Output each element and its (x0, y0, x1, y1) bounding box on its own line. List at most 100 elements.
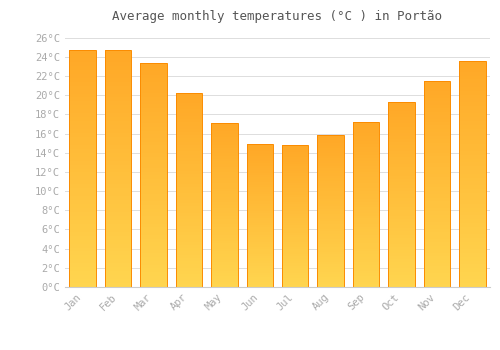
Bar (353, 139, 380, 141)
Bar (105, 86, 132, 90)
Bar (246, 263, 273, 266)
Bar (105, 275, 132, 279)
Bar (70, 74, 96, 78)
Bar (282, 225, 308, 228)
Bar (211, 240, 238, 243)
Bar (211, 219, 238, 222)
Bar (176, 184, 202, 187)
Bar (318, 262, 344, 264)
Bar (246, 213, 273, 216)
Bar (318, 168, 344, 171)
Bar (246, 158, 273, 161)
Bar (282, 244, 308, 247)
Bar (140, 153, 167, 156)
Bar (424, 156, 450, 160)
Bar (211, 232, 238, 235)
Bar (176, 216, 202, 219)
Bar (424, 266, 450, 270)
Bar (70, 220, 96, 224)
Bar (140, 224, 167, 228)
Bar (388, 201, 414, 204)
Bar (459, 253, 485, 257)
Bar (246, 258, 273, 261)
Bar (140, 127, 167, 131)
Bar (246, 184, 273, 187)
Bar (424, 177, 450, 181)
Bar (282, 162, 308, 164)
Bar (176, 255, 202, 258)
Bar (388, 161, 414, 163)
Bar (388, 278, 414, 281)
Bar (353, 169, 380, 172)
Bar (70, 184, 96, 188)
Bar (105, 109, 132, 113)
Bar (246, 182, 273, 184)
Bar (388, 222, 414, 225)
Bar (105, 82, 132, 86)
Bar (246, 225, 273, 228)
Bar (282, 157, 308, 159)
Bar (70, 228, 96, 232)
Bar (176, 135, 202, 139)
Bar (282, 235, 308, 237)
Bar (211, 246, 238, 249)
Bar (105, 271, 132, 275)
Bar (388, 176, 414, 179)
Bar (459, 177, 485, 181)
Bar (424, 115, 450, 119)
Bar (70, 149, 96, 153)
Bar (424, 136, 450, 139)
Bar (105, 153, 132, 157)
Bar (140, 194, 167, 198)
Bar (424, 102, 450, 105)
Bar (105, 161, 132, 164)
Bar (388, 185, 414, 188)
Bar (282, 145, 308, 287)
Bar (70, 70, 96, 74)
Bar (176, 245, 202, 248)
Bar (424, 263, 450, 266)
Bar (140, 142, 167, 146)
Bar (140, 231, 167, 235)
Bar (424, 204, 450, 208)
Bar (105, 58, 132, 62)
Bar (70, 133, 96, 137)
Bar (388, 259, 414, 262)
Bar (318, 140, 344, 143)
Bar (318, 237, 344, 239)
Bar (459, 72, 485, 76)
Bar (353, 144, 380, 147)
Bar (459, 196, 485, 200)
Bar (424, 208, 450, 211)
Bar (353, 199, 380, 202)
Bar (353, 141, 380, 144)
Bar (140, 190, 167, 194)
Bar (353, 238, 380, 240)
Bar (353, 210, 380, 213)
Bar (105, 240, 132, 244)
Bar (424, 236, 450, 239)
Bar (282, 176, 308, 178)
Bar (459, 91, 485, 95)
Bar (459, 238, 485, 242)
Bar (459, 261, 485, 264)
Bar (246, 161, 273, 163)
Bar (140, 212, 167, 216)
Bar (388, 256, 414, 259)
Bar (353, 246, 380, 248)
Bar (459, 230, 485, 234)
Bar (211, 224, 238, 227)
Bar (140, 272, 167, 276)
Bar (459, 215, 485, 219)
Bar (105, 50, 132, 54)
Bar (211, 126, 238, 128)
Title: Average monthly temperatures (°C ) in Portão: Average monthly temperatures (°C ) in Po… (112, 10, 442, 23)
Bar (424, 108, 450, 112)
Bar (318, 279, 344, 282)
Bar (246, 251, 273, 254)
Bar (105, 70, 132, 74)
Bar (459, 155, 485, 159)
Bar (70, 267, 96, 271)
Bar (282, 190, 308, 192)
Bar (459, 68, 485, 72)
